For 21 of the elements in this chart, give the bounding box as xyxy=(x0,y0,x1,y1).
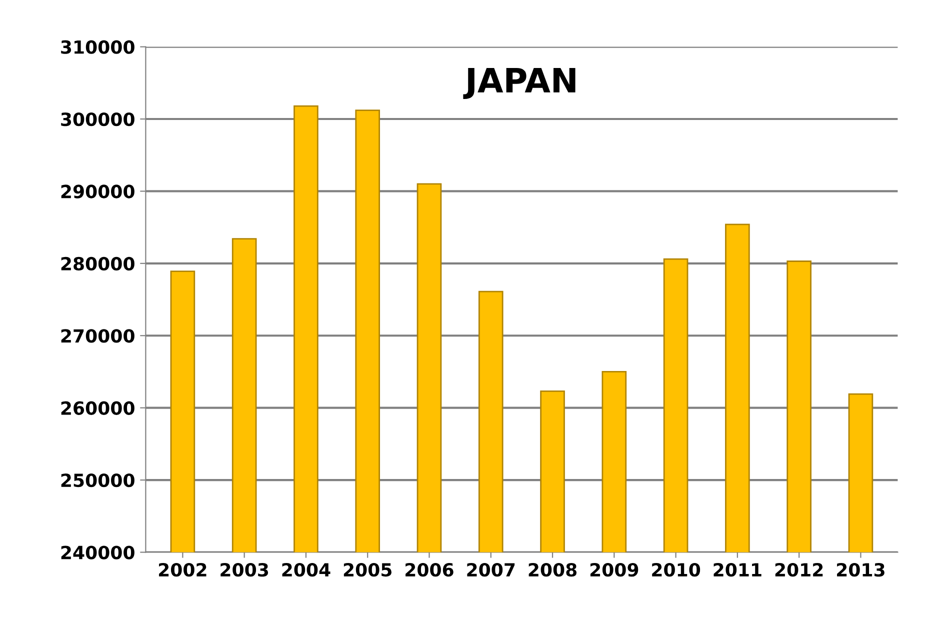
x-tick-label: 2009 xyxy=(590,562,638,577)
y-tick-label: 300000 xyxy=(61,112,134,126)
y-tick-label: 260000 xyxy=(61,401,134,415)
x-tick-label: 2010 xyxy=(652,562,700,577)
x-tick-label: 2013 xyxy=(837,562,884,577)
x-tick-label: 2003 xyxy=(220,562,268,577)
text: JAPAN xyxy=(463,68,576,100)
x-tick-label: 2011 xyxy=(714,562,762,577)
x-tick-label: 2006 xyxy=(406,562,454,577)
x-tick-label: 2002 xyxy=(158,562,206,577)
x-tick-label: 2005 xyxy=(344,562,392,577)
x-tick-label: 2012 xyxy=(775,562,823,577)
y-tick-label: 280000 xyxy=(61,256,134,271)
x-tick-label: 2004 xyxy=(282,562,330,577)
y-tick-label: 270000 xyxy=(61,329,134,343)
y-tick-label: 250000 xyxy=(61,473,134,488)
y-tick-label: 310000 xyxy=(61,40,134,54)
y-tick-label: 290000 xyxy=(61,184,134,198)
y-tick-label: 240000 xyxy=(61,546,134,560)
x-tick-label: 2008 xyxy=(528,562,577,577)
x-tick-label: 2007 xyxy=(467,562,515,577)
